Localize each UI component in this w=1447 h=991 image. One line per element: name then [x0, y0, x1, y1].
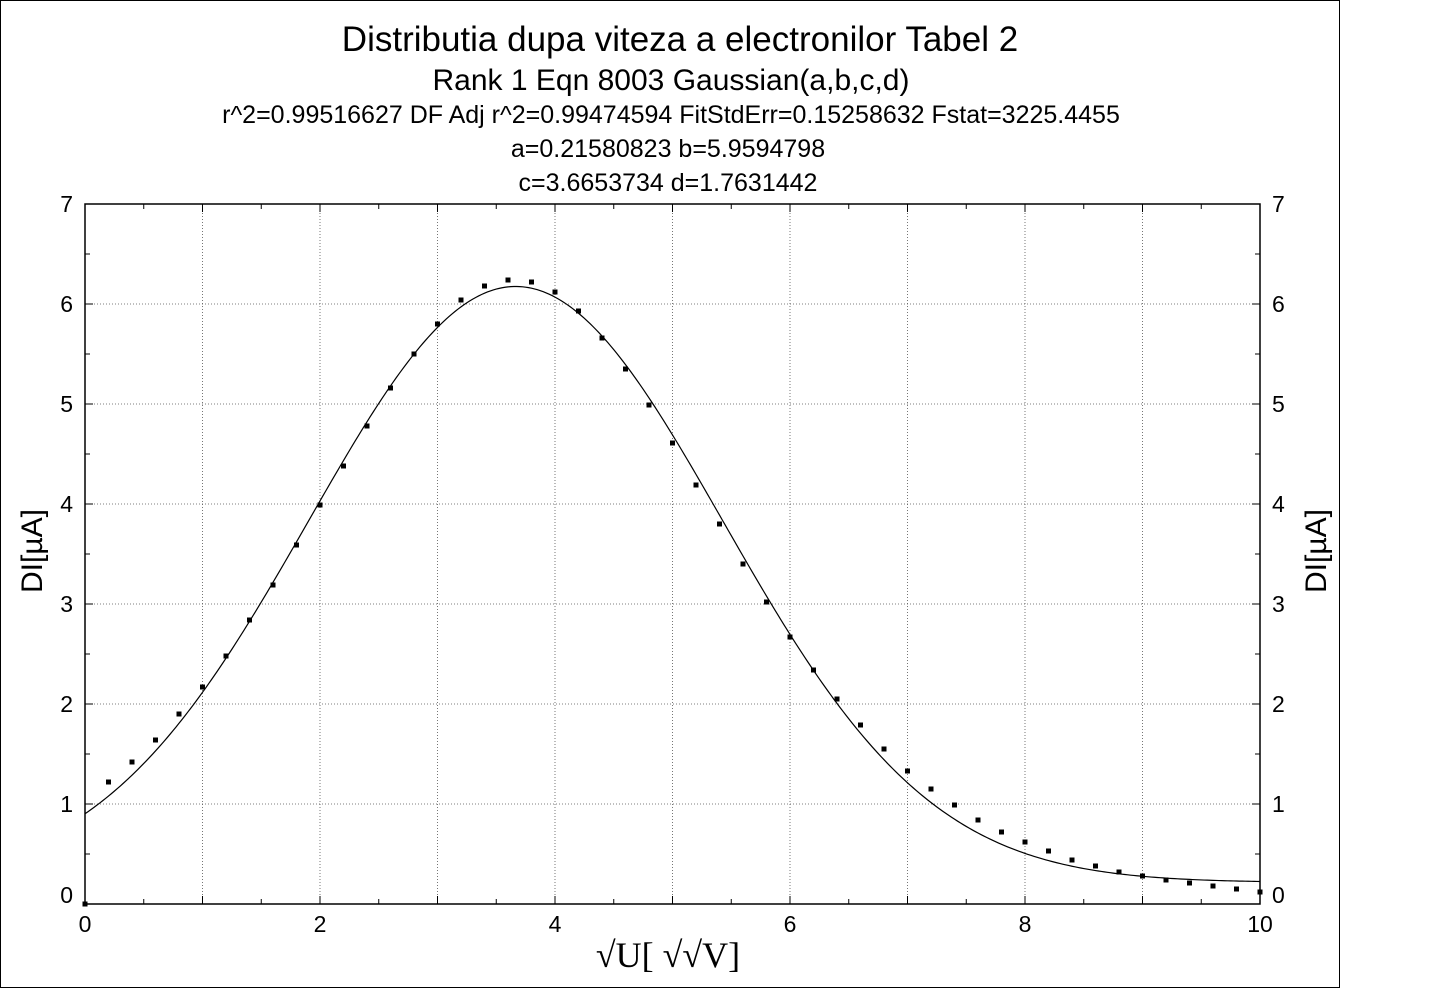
data-point	[435, 321, 440, 327]
data-point	[364, 423, 370, 429]
chart-subtitle-params-ab: a=0.21580823 b=5.9594798	[511, 135, 825, 163]
axis-tick-labels: 0 2 4 6 8 100 01 12 23 34 45 56 67 7	[60, 191, 1285, 937]
data-point	[106, 779, 111, 785]
x-axis-label: √U[ √√V]	[596, 935, 740, 975]
y-tick-label-left: 5	[60, 391, 73, 417]
data-point	[247, 617, 252, 623]
data-point	[411, 351, 417, 357]
data-point	[670, 440, 675, 446]
data-point	[388, 385, 393, 391]
data-point	[458, 297, 464, 303]
data-point	[1187, 880, 1192, 886]
x-tick-label: 2	[314, 911, 327, 937]
data-point	[129, 759, 135, 765]
x-tick-label: 0	[79, 911, 92, 937]
data-point	[552, 289, 558, 295]
y-tick-label-left: 6	[60, 291, 73, 317]
data-point	[1210, 883, 1216, 889]
data-point	[482, 283, 487, 289]
y-tick-label-left: 0	[60, 882, 73, 908]
data-point	[999, 829, 1004, 835]
data-points	[82, 277, 1263, 907]
y-tick-label-left: 7	[60, 191, 73, 217]
y-tick-label-right: 4	[1272, 491, 1285, 517]
data-point	[905, 768, 910, 774]
y-axis-label-left: DI[µA]	[16, 509, 49, 593]
data-point	[834, 696, 840, 702]
data-point	[576, 308, 581, 314]
axis-ticks	[84, 203, 1261, 905]
x-tick-label: 6	[784, 911, 797, 937]
data-point	[1069, 857, 1075, 863]
data-point	[717, 521, 722, 527]
data-point	[764, 599, 769, 605]
data-point	[928, 786, 934, 792]
y-tick-label-right: 5	[1272, 391, 1285, 417]
x-tick-label: 8	[1019, 911, 1032, 937]
chart-subtitle-rank: Rank 1 Eqn 8003 Gaussian(a,b,c,d)	[433, 64, 910, 97]
data-point	[881, 746, 887, 752]
y-tick-label-right: 2	[1272, 691, 1285, 717]
data-point	[223, 653, 229, 659]
y-tick-label-right: 0	[1272, 882, 1285, 908]
y-tick-label-right: 7	[1272, 191, 1285, 217]
data-point	[858, 722, 863, 728]
data-point	[693, 482, 699, 488]
data-point	[787, 634, 793, 640]
chart-frame: Distributia dupa viteza a electronilor T…	[0, 0, 1340, 988]
data-point	[1163, 877, 1169, 883]
grid-lines	[85, 204, 1260, 904]
data-point	[176, 711, 182, 717]
chart-subtitle-params-cd: c=3.6653734 d=1.7631442	[519, 169, 818, 197]
data-point	[82, 901, 88, 907]
data-point	[529, 279, 534, 285]
y-tick-label-left: 3	[60, 591, 73, 617]
data-point	[270, 582, 276, 588]
data-point	[1140, 873, 1145, 879]
y-tick-label-right: 6	[1272, 291, 1285, 317]
x-tick-label: 4	[549, 911, 562, 937]
data-point	[952, 802, 957, 808]
data-point	[317, 502, 323, 508]
data-point	[505, 277, 511, 283]
y-tick-label-left: 1	[60, 791, 73, 817]
data-point	[341, 463, 346, 469]
y-tick-label-right: 1	[1272, 791, 1285, 817]
y-tick-label-right: 3	[1272, 591, 1285, 617]
data-point	[811, 667, 816, 673]
data-point	[1046, 848, 1051, 854]
data-point	[1022, 839, 1028, 845]
data-point	[740, 561, 746, 567]
data-point	[153, 737, 158, 743]
chart-svg: Distributia dupa viteza a electronilor T…	[16, 20, 1333, 975]
data-point	[1234, 886, 1239, 892]
data-point	[200, 684, 205, 690]
data-point	[1257, 889, 1263, 895]
y-tick-label-left: 2	[60, 691, 73, 717]
x-tick-label: 10	[1247, 911, 1273, 937]
data-point	[1116, 869, 1122, 875]
data-point	[975, 817, 981, 823]
fit-curve	[84, 285, 1261, 883]
y-tick-label-left: 4	[60, 491, 73, 517]
data-point	[599, 335, 605, 341]
chart-subtitle-stats: r^2=0.99516627 DF Adj r^2=0.99474594 Fit…	[222, 101, 1120, 129]
data-point	[646, 402, 652, 408]
data-point	[294, 542, 299, 548]
data-point	[1093, 863, 1098, 869]
y-axis-label-right: DI[µA]	[1300, 509, 1333, 593]
data-point	[623, 366, 628, 372]
chart-title: Distributia dupa viteza a electronilor T…	[342, 20, 1018, 59]
